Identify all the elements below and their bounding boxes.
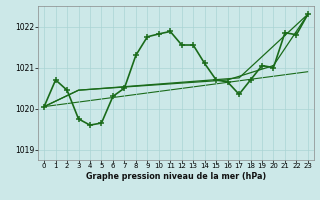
X-axis label: Graphe pression niveau de la mer (hPa): Graphe pression niveau de la mer (hPa) bbox=[86, 172, 266, 181]
